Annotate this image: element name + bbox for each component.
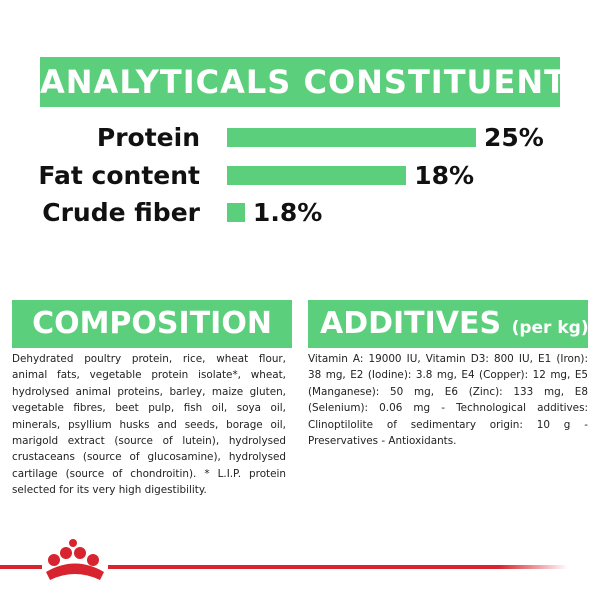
red-line: [108, 565, 568, 569]
additives-title: ADDITIVES: [320, 306, 502, 341]
additives-text: Vitamin A: 19000 IU, Vitamin D3: 800 IU,…: [308, 353, 588, 448]
crown-logo: [46, 539, 104, 580]
additives-subtitle: (per kg): [511, 318, 589, 338]
composition-header: COMPOSITION: [12, 300, 292, 348]
bar: [227, 128, 476, 147]
bar: [227, 165, 407, 185]
category-label: Fat content: [38, 160, 200, 190]
bar: [227, 203, 245, 222]
chart-title: ANALYTICALS CONSTITUENTS: [40, 63, 592, 101]
composition-text: Dehydrated poultry protein, rice, wheat …: [12, 353, 286, 497]
category-label: Protein: [96, 123, 200, 152]
composition-title: COMPOSITION: [32, 306, 272, 341]
value-label: 18%: [414, 160, 475, 190]
red-line: [0, 565, 42, 569]
category-label: Crude fiber: [42, 198, 200, 227]
value-label: 25%: [484, 123, 544, 152]
analytics-header: ANALYTICALS CONSTITUENTS: [40, 57, 590, 107]
additives-header: ADDITIVES (per kg): [308, 300, 589, 348]
value-label: 1.8%: [252, 198, 323, 227]
